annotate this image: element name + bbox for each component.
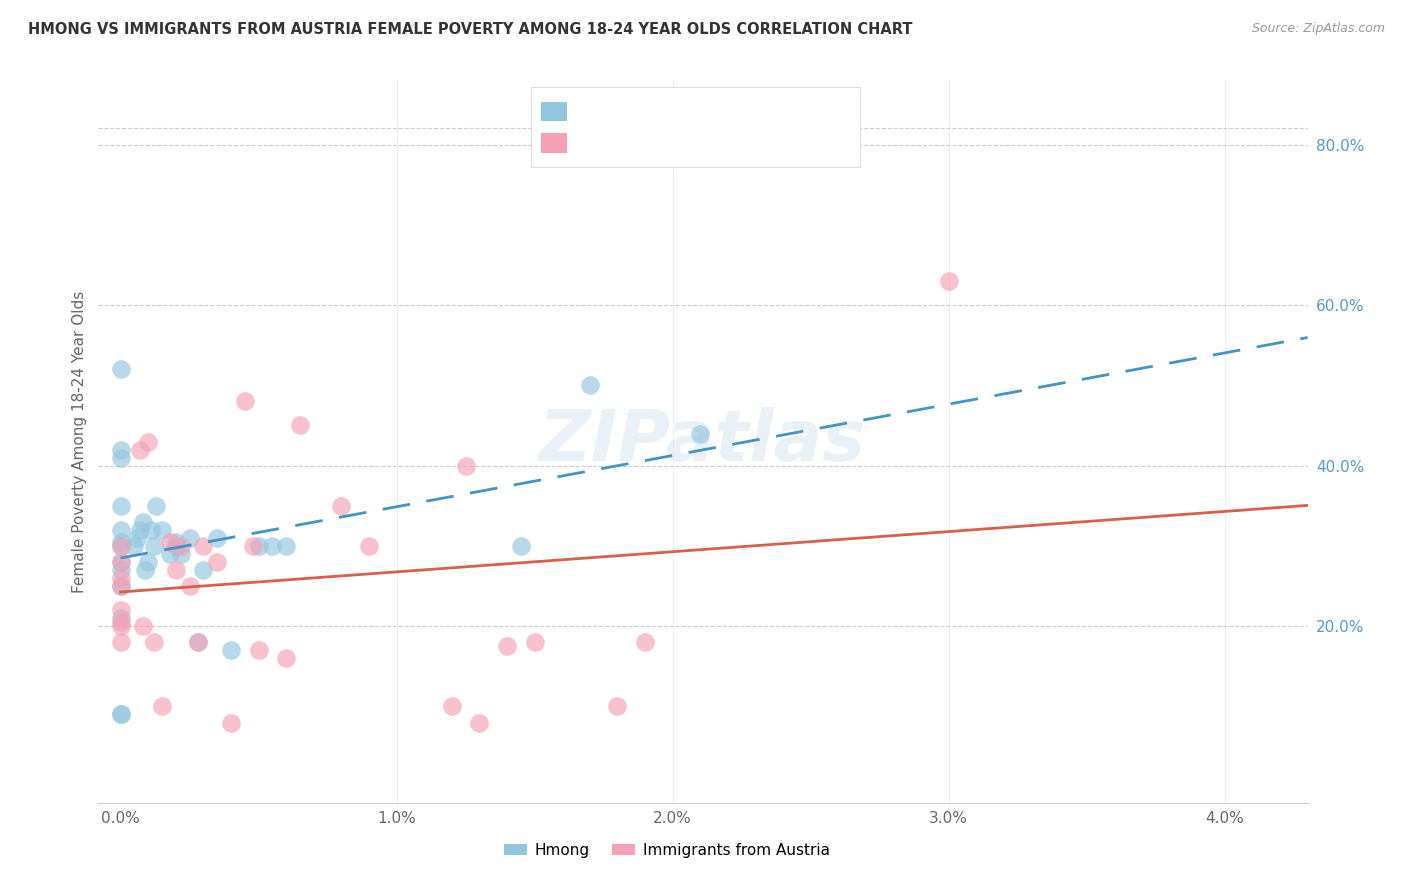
Point: [233, 394, 256, 409]
Point: [110, 555, 132, 569]
Point: [110, 362, 132, 376]
Text: ZIPatlas: ZIPatlas: [540, 407, 866, 476]
Point: [125, 531, 148, 545]
Point: [509, 539, 531, 553]
Point: [357, 539, 380, 553]
Point: [468, 715, 491, 730]
Point: [110, 539, 132, 553]
Point: [165, 539, 187, 553]
Text: R = 0.288   N = 36: R = 0.288 N = 36: [578, 134, 735, 152]
Point: [110, 539, 132, 553]
Point: [110, 442, 132, 457]
Point: [110, 603, 132, 617]
Point: [110, 635, 132, 649]
Point: [110, 579, 132, 593]
Point: [110, 563, 132, 577]
Point: [131, 515, 153, 529]
Point: [136, 555, 159, 569]
Point: [242, 539, 264, 553]
Point: [128, 442, 150, 457]
Point: [288, 418, 311, 433]
Point: [145, 499, 167, 513]
Point: [193, 563, 215, 577]
Point: [247, 643, 270, 657]
Point: [689, 426, 711, 441]
Point: [247, 539, 270, 553]
Point: [110, 619, 132, 633]
Point: [110, 523, 132, 537]
Point: [634, 635, 657, 649]
Point: [219, 643, 242, 657]
Legend: Hmong, Immigrants from Austria: Hmong, Immigrants from Austria: [498, 837, 837, 863]
Point: [128, 523, 150, 537]
Point: [205, 555, 228, 569]
Point: [150, 699, 173, 714]
Point: [219, 715, 242, 730]
Point: [110, 450, 132, 465]
Point: [276, 539, 298, 553]
Point: [165, 534, 187, 549]
Point: [142, 539, 165, 553]
Point: [938, 274, 960, 288]
Point: [110, 579, 132, 593]
Point: [187, 635, 209, 649]
Point: [170, 539, 193, 553]
Point: [193, 539, 215, 553]
Point: [110, 534, 132, 549]
Point: [110, 615, 132, 630]
Point: [606, 699, 628, 714]
Point: [578, 378, 600, 392]
Point: [124, 539, 146, 553]
Point: [110, 555, 132, 569]
Text: R = 0.012   N = 38: R = 0.012 N = 38: [578, 103, 735, 120]
Point: [139, 523, 162, 537]
Point: [170, 547, 193, 561]
Point: [187, 635, 209, 649]
Point: [276, 651, 298, 665]
Text: Source: ZipAtlas.com: Source: ZipAtlas.com: [1251, 22, 1385, 36]
Point: [150, 523, 173, 537]
Point: [205, 531, 228, 545]
Point: [131, 619, 153, 633]
Point: [179, 579, 201, 593]
Text: HMONG VS IMMIGRANTS FROM AUSTRIA FEMALE POVERTY AMONG 18-24 YEAR OLDS CORRELATIO: HMONG VS IMMIGRANTS FROM AUSTRIA FEMALE …: [28, 22, 912, 37]
Point: [440, 699, 463, 714]
Point: [454, 458, 477, 473]
Y-axis label: Female Poverty Among 18-24 Year Olds: Female Poverty Among 18-24 Year Olds: [72, 291, 87, 592]
Point: [496, 639, 519, 653]
Point: [523, 635, 546, 649]
Point: [330, 499, 353, 513]
Point: [159, 547, 181, 561]
Point: [262, 539, 284, 553]
Point: [142, 635, 165, 649]
Point: [110, 707, 132, 722]
Point: [110, 611, 132, 625]
Point: [165, 563, 187, 577]
Point: [179, 531, 201, 545]
Point: [136, 434, 159, 449]
Point: [110, 571, 132, 585]
Point: [110, 499, 132, 513]
Point: [159, 534, 181, 549]
Point: [110, 707, 132, 722]
Point: [134, 563, 156, 577]
